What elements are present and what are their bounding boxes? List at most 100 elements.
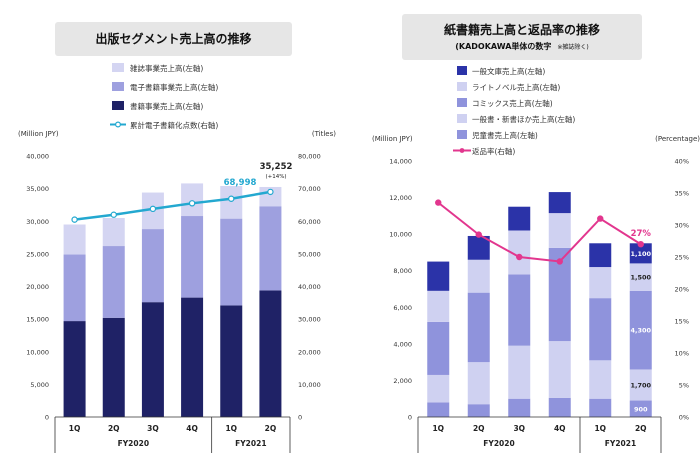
left-ytick: 10,000 [26,348,49,356]
left-legend-label-1: 電子書籍事業売上高(左軸) [130,82,218,92]
left-line-point-0 [71,216,78,223]
left-line-last-label: 68,998 [224,178,257,188]
right-y2tick: 40% [675,158,689,166]
right-bar-s3-c3 [548,213,571,248]
right-title-subtitle: (KADOKAWA単体の数字 [455,42,552,51]
left-legend-line-marker [114,121,121,128]
right-bar-s3-c4 [589,267,612,299]
right-bar-s1-c3 [548,341,571,398]
right-legend-label-2: コミックス売上高(左軸) [472,98,553,108]
left-group-label: FY2021 [235,439,266,448]
left-line-point-1 [110,211,117,218]
right-legend-label-3: 一般書・新書ほか売上高(左軸) [472,114,575,124]
right-line-point-5 [637,240,644,248]
left-bar-s0-c3 [181,297,204,417]
right-bar-s1-c2 [508,345,531,399]
left-xtick: 2Q [265,424,277,433]
right-bar-s2-c4 [589,298,612,361]
right-bar-s1-c4 [589,360,612,399]
right-bar-s0-c0 [427,402,450,417]
right-bar-s0-c1 [467,404,490,417]
right-ytick: 2,000 [393,377,412,385]
right-y2tick: 5% [679,382,689,390]
right-bar-s3-c2 [508,230,531,275]
right-line-point-0 [435,199,442,206]
right-ytick: 14,000 [389,158,412,166]
right-legend-line-marker [459,148,465,153]
left-group-label: FY2020 [118,439,149,448]
right-y2label: (Percentage) [655,135,700,143]
right-ylabel: (Million JPY) [372,135,413,143]
left-bar-s0-c4 [220,305,243,417]
left-y2tick: 60,000 [298,218,321,226]
left-bar-s2-c0 [63,224,86,255]
right-ytick: 8,000 [393,267,412,275]
right-bar-s4-c4 [589,243,612,268]
left-bar-s1-c2 [141,229,164,303]
right-segment-label-0: 1,100 [630,250,651,258]
left-bar-s0-c0 [63,321,86,417]
left-legend-label-3: 累計電子書籍化点数(右軸) [130,120,218,130]
right-bar-s4-c5 [629,243,652,264]
right-line [437,201,642,263]
left-y2tick: 40,000 [298,283,321,291]
right-y2tick: 0% [679,414,689,422]
left-y2tick: 70,000 [298,185,321,193]
right-legend-swatch-0 [457,66,467,75]
left-total-last-label: 35,252 [260,162,293,172]
right-line-point-3 [556,258,563,265]
left-legend-swatch-2 [112,101,124,110]
left-bar-s2-c4 [220,186,243,219]
right-segment-label-3: 1,700 [630,382,651,390]
right-xtick: 4Q [554,424,566,433]
right-bar-s3-c1 [467,259,490,293]
left-ylabel: (Million JPY) [18,130,59,138]
left-legend-label-2: 書籍事業売上高(左軸) [130,101,203,111]
left-line-point-5 [267,188,274,196]
left-y2tick: 10,000 [298,381,321,389]
right-bar-s4-c1 [467,235,490,260]
left-y2tick: 20,000 [298,348,321,356]
right-legend-swatch-1 [457,82,467,91]
right-legend-swatch-4 [457,130,467,139]
left-legend-swatch-1 [112,82,124,91]
left-y2tick: 30,000 [298,316,321,324]
left-xtick: 1Q [225,424,237,433]
right-legend-swatch-2 [457,98,467,107]
right-bar-s3-c0 [427,290,450,322]
right-bar-s4-c3 [548,192,571,214]
right-xtick: 1Q [432,424,444,433]
right-xtick: 1Q [594,424,606,433]
left-total-growth-label: (+14%) [265,174,286,180]
right-xtick: 2Q [635,424,647,433]
right-title-line2: (KADOKAWA単体の数字 ※雑誌除く) [402,41,642,52]
right-bar-s2-c3 [548,247,571,342]
right-line-point-1 [475,231,482,238]
left-xtick: 1Q [69,424,81,433]
left-bar-s1-c3 [181,216,204,298]
left-y2tick: 80,000 [298,153,321,161]
right-y2tick: 20% [675,286,689,294]
left-line-point-4 [228,195,235,202]
left-bar-s1-c5 [259,206,282,291]
right-panel-title: 紙書籍売上高と返品率の推移 (KADOKAWA単体の数字 ※雑誌除く) [402,14,642,60]
right-line-point-2 [516,253,523,261]
right-legend-label-0: 一般文庫売上高(左軸) [472,66,545,76]
left-bar-s2-c3 [181,183,204,217]
right-ytick: 6,000 [393,304,412,312]
left-ytick: 15,000 [26,316,49,324]
right-segment-label-2: 4,300 [630,327,651,335]
left-y2tick: 50,000 [298,250,321,258]
left-line [74,190,271,221]
right-legend-swatch-3 [457,114,467,123]
left-bar-s0-c5 [259,290,282,417]
left-line-point-3 [188,200,196,207]
right-bar-s1-c1 [467,362,490,405]
right-title-note: ※雑誌除く) [557,44,589,51]
right-bar-s2-c5 [629,290,652,370]
right-y2tick: 15% [675,318,689,326]
left-ytick: 25,000 [26,250,49,258]
left-y2label: (Titles) [312,130,336,138]
right-bar-s2-c1 [467,292,490,363]
